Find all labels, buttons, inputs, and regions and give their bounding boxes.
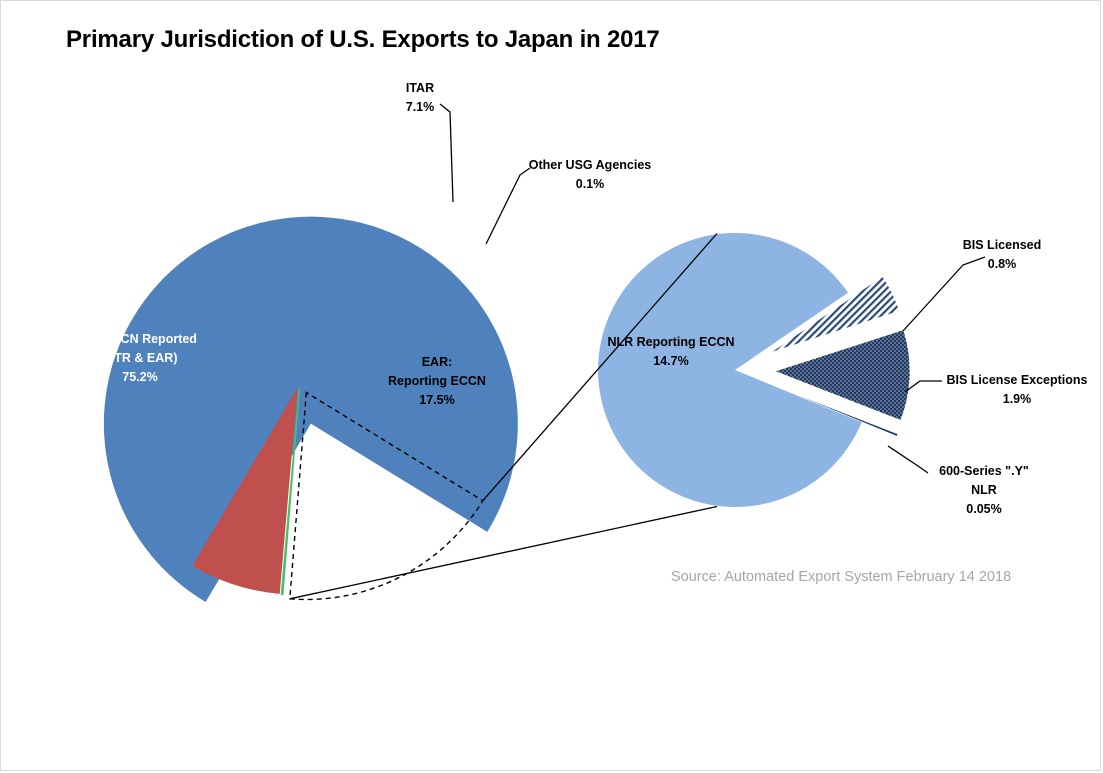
pie-slice-other-usg-agencies xyxy=(280,387,301,596)
pie-slice-ear-reporting-eccn-label-line: Reporting ECCN xyxy=(388,374,486,388)
pie-slice-bis-licensed xyxy=(770,275,900,353)
pie-slice-600-series-y-nlr xyxy=(772,384,899,437)
pie-slice-600-series-y-nlr-label: 600-Series ".Y" NLR 0.05% xyxy=(939,464,1029,516)
pie-slice-other-usg-agencies-label-line: 0.1% xyxy=(576,177,605,191)
pie-slice-bis-license-exceptions-label-line: 1.9% xyxy=(1003,392,1032,406)
pie-slice-bis-licensed-label: BIS Licensed 0.8% xyxy=(963,238,1042,271)
pie-slice-no-eccn-reported-ftr-ear-label-line: No ECCN Reported xyxy=(83,332,197,346)
pie-slice-no-eccn-reported-ftr-ear-label-line: 75.2% xyxy=(122,370,157,384)
pie-slice-bis-licensed-label-line: 0.8% xyxy=(988,257,1017,271)
pie-slice-ear-reporting-eccn-label: EAR: Reporting ECCN 17.5% xyxy=(388,355,486,407)
pie-slice-nlr-reporting-eccn-label-line: 14.7% xyxy=(653,354,688,368)
connector-line-top xyxy=(482,233,718,502)
pie-slice-no-eccn-reported-ftr-ear xyxy=(103,216,518,602)
pie-slice-other-usg-agencies-label: Other USG Agencies 0.1% xyxy=(529,158,652,191)
pie-slice-ear-reporting-eccn xyxy=(289,391,484,601)
pie-slice-600-series-y-nlr-label-line: NLR xyxy=(971,483,997,497)
pie-slice-bis-license-exceptions xyxy=(774,329,911,421)
pie-slice-no-eccn-reported-ftr-ear-label-line: (FTR & EAR) xyxy=(103,351,178,365)
pie-slice-itar-label-line: ITAR xyxy=(406,81,434,95)
chart-title: Primary Jurisdiction of U.S. Exports to … xyxy=(66,26,660,53)
pie-slice-nlr-reporting-eccn-label: NLR Reporting ECCN 14.7% xyxy=(607,335,734,368)
pie-slice-other-usg-agencies-label-line: Other USG Agencies xyxy=(529,158,652,172)
pie-slice-bis-license-exceptions-leader-line xyxy=(904,380,942,393)
pie-slice-nlr-reporting-eccn xyxy=(597,232,862,507)
pie-slice-bis-licensed-leader-line xyxy=(902,256,986,332)
pie-slice-bis-license-exceptions-label-line: BIS License Exceptions xyxy=(946,373,1087,387)
pie-slice-600-series-y-nlr-leader-line xyxy=(887,445,929,474)
pie-slice-itar-leader-line xyxy=(439,103,454,203)
pie-slice-bis-licensed-label-line: BIS Licensed xyxy=(963,238,1042,252)
pie-slice-other-usg-agencies-leader-line xyxy=(485,167,531,245)
pie-slice-bis-license-exceptions-label: BIS License Exceptions 1.9% xyxy=(946,373,1087,406)
pie-slice-ear-reporting-eccn-label-line: EAR: xyxy=(422,355,453,369)
pie-slice-itar xyxy=(192,387,298,594)
pie-slice-no-eccn-reported-ftr-ear-label: No ECCN Reported (FTR & EAR) 75.2% xyxy=(83,332,197,384)
source-note: Source: Automated Export System February… xyxy=(671,569,1012,585)
connector-line-bottom xyxy=(289,505,718,600)
pie-slice-600-series-y-nlr-label-line: 0.05% xyxy=(966,502,1001,516)
pie-slice-nlr-reporting-eccn-label-line: NLR Reporting ECCN xyxy=(607,335,734,349)
pie-slice-itar-label-line: 7.1% xyxy=(406,100,435,114)
pie-slice-ear-reporting-eccn-label-line: 17.5% xyxy=(419,393,454,407)
pie-slice-itar-label: ITAR 7.1% xyxy=(406,81,435,114)
pie-slice-600-series-y-nlr-label-line: 600-Series ".Y" xyxy=(939,464,1029,478)
